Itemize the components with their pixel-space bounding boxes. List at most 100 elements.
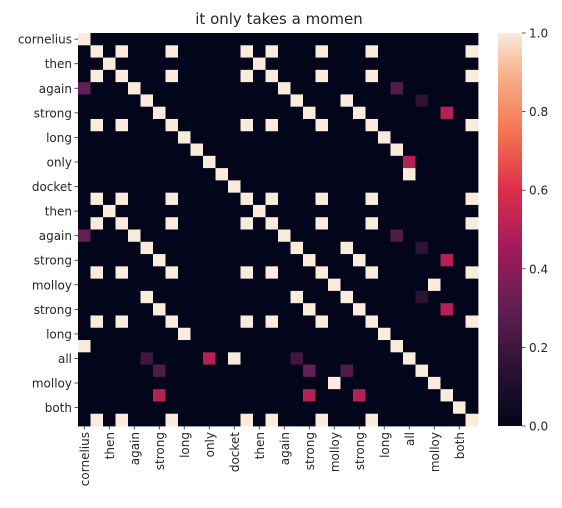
heatmap-cell bbox=[466, 144, 479, 157]
heatmap-cell bbox=[266, 156, 279, 169]
heatmap-cell bbox=[253, 156, 266, 169]
heatmap-cell bbox=[353, 328, 366, 341]
heatmap-cell bbox=[303, 156, 316, 169]
heatmap-cell bbox=[266, 180, 279, 193]
heatmap-cell bbox=[191, 377, 204, 390]
heatmap-cell bbox=[341, 107, 354, 120]
heatmap-cell bbox=[253, 389, 266, 402]
heatmap-cell bbox=[291, 279, 304, 292]
heatmap-cell bbox=[203, 144, 216, 157]
heatmap-cell bbox=[116, 242, 129, 255]
heatmap-cell bbox=[403, 168, 416, 181]
heatmap-cell bbox=[366, 266, 379, 279]
heatmap-cell bbox=[266, 389, 279, 402]
heatmap-cell bbox=[416, 156, 429, 169]
heatmap-cell bbox=[303, 414, 316, 427]
column-tick-label: then bbox=[103, 432, 117, 459]
heatmap-cell bbox=[278, 315, 291, 328]
heatmap-cell bbox=[203, 107, 216, 120]
heatmap-cell bbox=[103, 82, 116, 95]
heatmap-cell bbox=[416, 291, 429, 304]
column-tick-label: all bbox=[403, 432, 417, 446]
heatmap-cell bbox=[216, 107, 229, 120]
heatmap-cell bbox=[291, 131, 304, 144]
heatmap-cell bbox=[241, 279, 254, 292]
heatmap-cell bbox=[416, 352, 429, 365]
heatmap-cell bbox=[341, 401, 354, 414]
heatmap-cell bbox=[253, 254, 266, 267]
heatmap-cell bbox=[341, 193, 354, 206]
heatmap-cell bbox=[153, 254, 166, 267]
heatmap-cell bbox=[166, 279, 179, 292]
heatmap-cell bbox=[378, 414, 391, 427]
heatmap-cell bbox=[253, 352, 266, 365]
heatmap-cell bbox=[128, 340, 141, 353]
heatmap-cell bbox=[228, 242, 241, 255]
heatmap-cell bbox=[103, 156, 116, 169]
heatmap-cell bbox=[191, 94, 204, 107]
heatmap-cell bbox=[191, 119, 204, 132]
heatmap-cell bbox=[278, 205, 291, 218]
heatmap-cell bbox=[441, 217, 454, 230]
heatmap-cell bbox=[253, 266, 266, 279]
heatmap-cell bbox=[466, 107, 479, 120]
heatmap-cell bbox=[266, 144, 279, 157]
heatmap-cell bbox=[441, 70, 454, 83]
heatmap-cell bbox=[103, 45, 116, 58]
heatmap-cell bbox=[128, 144, 141, 157]
heatmap-cell bbox=[178, 82, 191, 95]
heatmap-cell bbox=[441, 328, 454, 341]
heatmap-cell bbox=[453, 328, 466, 341]
chart-title: it only takes a momen bbox=[195, 10, 362, 28]
heatmap-cell bbox=[441, 315, 454, 328]
row-tick-label: then bbox=[45, 205, 72, 219]
heatmap-cell bbox=[228, 58, 241, 71]
heatmap-cell bbox=[366, 217, 379, 230]
heatmap-cell bbox=[378, 401, 391, 414]
heatmap-cell bbox=[153, 340, 166, 353]
heatmap-cell bbox=[103, 315, 116, 328]
heatmap-cell bbox=[278, 156, 291, 169]
heatmap-cell bbox=[191, 70, 204, 83]
heatmap-cell bbox=[303, 303, 316, 316]
heatmap-cell bbox=[203, 315, 216, 328]
heatmap-cell bbox=[141, 107, 154, 120]
heatmap-cell bbox=[153, 131, 166, 144]
heatmap-cell bbox=[453, 242, 466, 255]
heatmap-cell bbox=[278, 70, 291, 83]
heatmap-cell bbox=[328, 254, 341, 267]
heatmap-cell bbox=[353, 168, 366, 181]
heatmap-cell bbox=[428, 94, 441, 107]
heatmap-cell bbox=[178, 156, 191, 169]
heatmap-cell bbox=[116, 82, 129, 95]
heatmap-cell bbox=[291, 242, 304, 255]
heatmap-cell bbox=[453, 254, 466, 267]
heatmap-cell bbox=[391, 377, 404, 390]
heatmap-cell bbox=[216, 340, 229, 353]
heatmap-cell bbox=[303, 291, 316, 304]
heatmap-cell bbox=[278, 94, 291, 107]
heatmap-cell bbox=[128, 82, 141, 95]
heatmap-cell bbox=[216, 365, 229, 378]
heatmap-cell bbox=[328, 303, 341, 316]
heatmap-cell bbox=[153, 242, 166, 255]
heatmap-cell bbox=[266, 377, 279, 390]
heatmap-cell bbox=[428, 156, 441, 169]
heatmap-cell bbox=[128, 328, 141, 341]
heatmap-cell bbox=[116, 131, 129, 144]
heatmap-cell bbox=[191, 328, 204, 341]
heatmap-cells bbox=[78, 33, 478, 426]
heatmap-cell bbox=[341, 144, 354, 157]
heatmap-cell bbox=[466, 303, 479, 316]
heatmap-cell bbox=[303, 33, 316, 46]
heatmap-cell bbox=[103, 254, 116, 267]
heatmap-cell bbox=[378, 70, 391, 83]
heatmap-cell bbox=[316, 193, 329, 206]
heatmap-cell bbox=[466, 352, 479, 365]
heatmap-cell bbox=[153, 389, 166, 402]
heatmap-cell bbox=[278, 365, 291, 378]
heatmap-cell bbox=[416, 401, 429, 414]
heatmap-cell bbox=[166, 365, 179, 378]
heatmap-cell bbox=[466, 82, 479, 95]
heatmap-cell bbox=[366, 168, 379, 181]
